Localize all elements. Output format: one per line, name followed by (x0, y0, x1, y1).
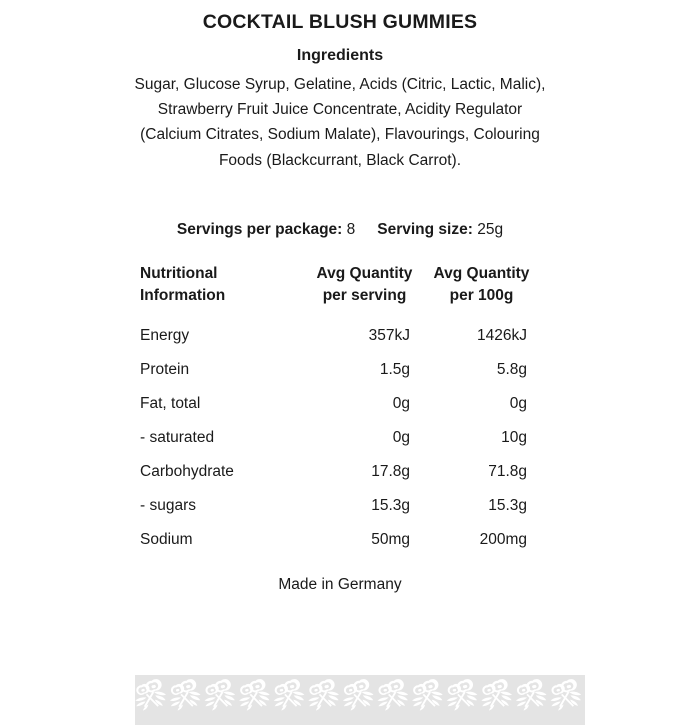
nutrient-per-100g: 5.8g (496, 360, 527, 378)
nutrient-per-serving: 1.5g (379, 360, 410, 378)
column-header-per-serving: Avg Quantity per serving (306, 263, 423, 319)
table-row: - saturated 0g 10g (140, 421, 540, 455)
nutrient-name: Carbohydrate (140, 462, 234, 480)
nutrient-per-serving: 17.8g (371, 462, 410, 480)
ingredients-text: Sugar, Glucose Syrup, Gelatine, Acids (C… (134, 76, 546, 169)
nutrient-per-100g: 200mg (479, 530, 527, 548)
nutrient-name: Fat, total (140, 394, 201, 412)
serving-size-value: 25g (477, 220, 504, 238)
column-header-line-2: Information (140, 286, 226, 304)
column-header-line-1: Nutritional (140, 264, 218, 282)
nutrient-name: - saturated (140, 428, 215, 446)
nutrient-per-serving: 0g (392, 428, 410, 446)
origin-text: Made in Germany (278, 575, 402, 593)
column-header-line-2: per 100g (449, 286, 514, 304)
table-row: Fat, total 0g 0g (140, 387, 540, 421)
page-title: COCKTAIL BLUSH GUMMIES (202, 11, 478, 33)
servings-row: Servings per package: 8 Serving size: 25g (0, 220, 680, 240)
table-row: Sodium 50mg 200mg (140, 523, 540, 557)
nutrient-per-serving: 50mg (371, 530, 410, 548)
servings-per-package-value: 8 (346, 220, 356, 238)
nutrition-table-body: Energy 357kJ 1426kJ Protein 1.5g 5.8g Fa… (140, 319, 540, 557)
nutrient-name: Energy (140, 326, 190, 344)
nutrient-name: - sugars (140, 496, 196, 514)
rose-flower-motif-icon (135, 679, 582, 711)
nutrient-per-100g: 0g (509, 394, 527, 412)
table-row: Protein 1.5g 5.8g (140, 353, 540, 387)
column-header-nutritional-information: Nutritional Information (140, 263, 306, 319)
servings-per-package-label: Servings per package: (176, 220, 343, 238)
table-row: Carbohydrate 17.8g 71.8g (140, 455, 540, 489)
table-row: - sugars 15.3g 15.3g (140, 489, 540, 523)
column-header-per-100g: Avg Quantity per 100g (423, 263, 540, 319)
nutrient-per-serving: 357kJ (368, 326, 410, 344)
nutrient-per-serving: 0g (392, 394, 410, 412)
nutrient-name: Protein (140, 360, 190, 378)
nutrition-table: Nutritional Information Avg Quantity per… (140, 263, 540, 557)
column-header-line-2: per serving (322, 286, 407, 304)
nutrient-per-serving: 15.3g (371, 496, 410, 514)
decorative-footer-band (135, 675, 585, 725)
nutrient-per-100g: 10g (501, 428, 527, 446)
serving-size-label: Serving size: (377, 220, 473, 238)
nutrition-table-header: Nutritional Information Avg Quantity per… (140, 263, 540, 319)
nutrient-per-100g: 71.8g (488, 462, 527, 480)
table-header-row: Nutritional Information Avg Quantity per… (140, 263, 540, 319)
nutrient-per-100g: 1426kJ (477, 326, 527, 344)
column-header-line-1: Avg Quantity (316, 264, 413, 282)
ingredients-heading: Ingredients (296, 47, 384, 65)
nutrient-name: Sodium (140, 530, 193, 548)
nutrient-per-100g: 15.3g (488, 496, 527, 514)
table-row: Energy 357kJ 1426kJ (140, 319, 540, 353)
column-header-line-1: Avg Quantity (433, 264, 530, 282)
ingredients-section: Ingredients Sugar, Glucose Syrup, Gelati… (134, 34, 546, 172)
